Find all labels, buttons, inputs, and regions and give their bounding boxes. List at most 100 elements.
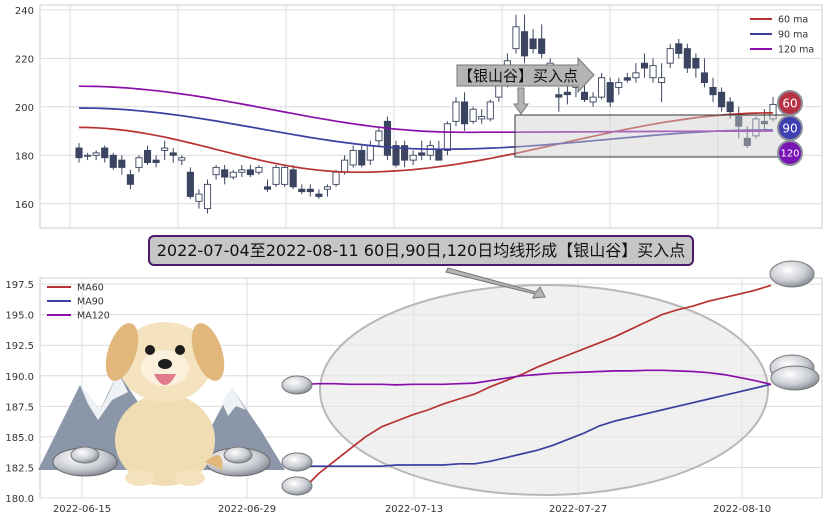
candle-body xyxy=(92,152,100,156)
candle xyxy=(640,53,649,78)
candle xyxy=(435,140,443,161)
candle xyxy=(615,77,623,95)
candle-body xyxy=(692,57,700,69)
candle xyxy=(418,140,426,161)
ma90-line xyxy=(78,107,774,151)
candle xyxy=(692,53,700,78)
candle xyxy=(109,152,117,170)
candle xyxy=(306,184,314,197)
y-tick-label: 180 xyxy=(15,151,34,162)
y-tick-label: 180.0 xyxy=(5,494,34,505)
candle xyxy=(589,92,597,107)
candle xyxy=(255,164,263,175)
candle-body xyxy=(563,91,571,96)
candle-body xyxy=(126,174,134,185)
candle-body xyxy=(203,183,212,210)
candle-body xyxy=(383,120,391,156)
candle-body xyxy=(392,145,400,166)
candle-body xyxy=(263,186,272,190)
candle xyxy=(452,97,460,127)
ma60-series xyxy=(302,284,772,490)
candle xyxy=(203,179,212,214)
candle xyxy=(478,109,486,124)
candle-body xyxy=(358,149,366,166)
candle xyxy=(118,155,126,175)
candle xyxy=(101,145,109,163)
candle xyxy=(752,116,760,139)
candle-body xyxy=(658,77,666,84)
ma-badges: 60 90 120 xyxy=(777,90,803,166)
silver-valley-zone xyxy=(514,114,789,158)
candle-body xyxy=(289,169,297,188)
candle xyxy=(675,38,683,59)
legend-label: MA60 xyxy=(77,283,104,294)
ma-y-ticks: 180.0 182.5 185.0 187.5 190.0 192.5 195.0 197.5 xyxy=(5,280,34,505)
candle xyxy=(323,184,332,197)
badge-120-label: 120 xyxy=(780,149,799,160)
candle-body xyxy=(306,188,314,193)
legend-label: 90 ma xyxy=(778,30,808,41)
y-tick-label: 195.0 xyxy=(5,311,34,322)
candle xyxy=(469,106,477,124)
candle xyxy=(383,116,391,161)
legend-label: 60 ma xyxy=(778,15,808,26)
legend-label: MA120 xyxy=(77,311,110,322)
candle-body xyxy=(152,159,160,164)
candle-body xyxy=(769,103,777,120)
dog-mascot-icon xyxy=(105,322,225,486)
candle xyxy=(186,167,194,199)
candle-body xyxy=(332,171,340,185)
candle xyxy=(735,106,743,139)
candle-body xyxy=(401,145,409,161)
candle xyxy=(632,63,640,83)
candle-body xyxy=(640,62,649,69)
candle-body xyxy=(229,171,237,178)
badge-120-circle xyxy=(777,140,803,166)
candle-body xyxy=(341,159,349,173)
title-banner: 2022-07-04至2022-08-11 60日,90日,120日均线形成【银… xyxy=(148,235,694,266)
y-tick-label: 160 xyxy=(15,200,34,211)
candle-body xyxy=(435,149,443,161)
y-tick-label: 182.5 xyxy=(5,463,34,474)
candle xyxy=(529,29,537,54)
candle xyxy=(92,150,100,161)
candle xyxy=(461,92,469,132)
title-banner-text: 2022-07-04至2022-08-11 60日,90日,120日均线形成【银… xyxy=(157,241,686,260)
candle-body xyxy=(606,82,614,103)
candlestick-panel: 160 180 200 220 240 【银山谷】买入点 60 ma 90 ma 120 m… xyxy=(15,4,823,229)
candle xyxy=(683,43,691,73)
candle-body xyxy=(469,108,477,122)
candle xyxy=(392,140,400,168)
candle xyxy=(263,179,272,192)
candle-body xyxy=(221,169,229,178)
candle-body xyxy=(709,86,717,96)
candle-body xyxy=(649,65,657,79)
candle xyxy=(75,143,83,163)
candle-body xyxy=(281,166,289,185)
candle xyxy=(520,14,529,64)
x-tick-label: 2022-06-29 xyxy=(218,504,276,515)
candle-body xyxy=(84,154,92,157)
ma-lines xyxy=(302,284,772,490)
candle-body xyxy=(143,149,152,164)
candle xyxy=(169,148,177,163)
ma-panel: 180.0 182.5 185.0 187.5 190.0 192.5 195.0 197.5… xyxy=(5,260,823,515)
candle xyxy=(718,87,726,112)
candle xyxy=(538,24,546,59)
candle xyxy=(126,169,134,190)
candlestick-plot-area xyxy=(39,4,823,229)
candle-body xyxy=(255,166,263,173)
candle xyxy=(649,58,657,83)
silver-ingot-icon xyxy=(52,260,820,496)
y-tick-label: 220 xyxy=(15,54,34,65)
candle-body xyxy=(735,116,743,127)
candle xyxy=(221,164,229,185)
candle-body xyxy=(675,43,683,54)
candle-body xyxy=(683,48,691,69)
candle xyxy=(409,150,417,165)
candle-body xyxy=(366,145,374,161)
candles xyxy=(75,14,777,214)
candle xyxy=(555,87,563,112)
